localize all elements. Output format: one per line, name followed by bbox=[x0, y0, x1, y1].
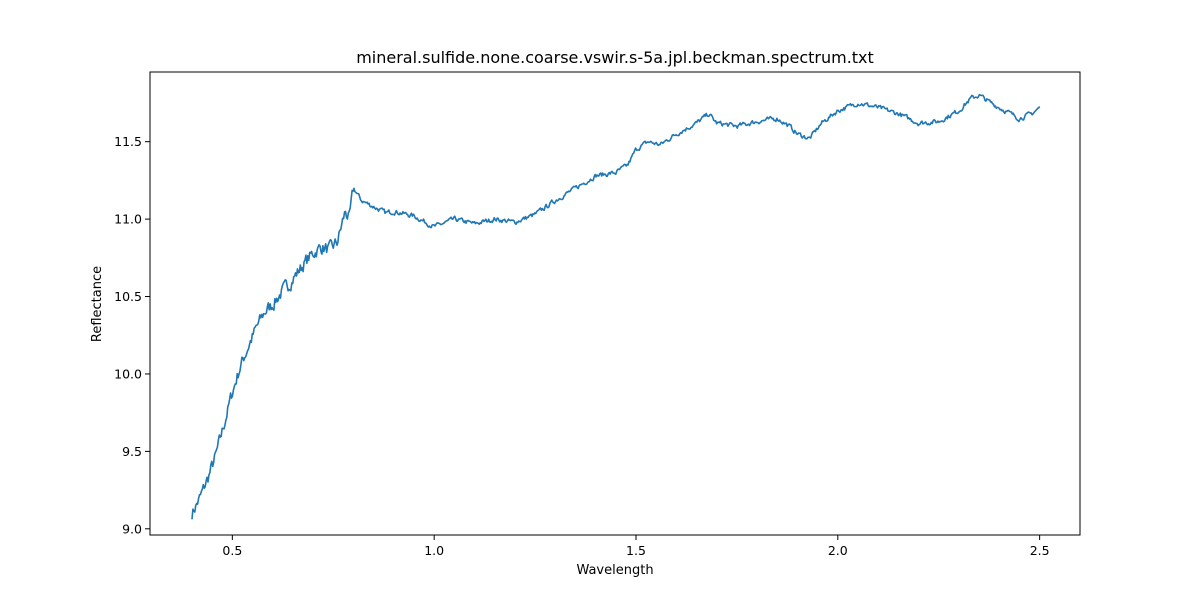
reflectance-series-line bbox=[191, 93, 1041, 520]
y-tick-label: 10.0 bbox=[114, 366, 142, 381]
chart-title: mineral.sulfide.none.coarse.vswir.s-5a.j… bbox=[356, 48, 874, 67]
x-tick-label: 0.5 bbox=[222, 543, 242, 558]
y-tick-label: 9.0 bbox=[122, 521, 142, 536]
x-axis-label: Wavelength bbox=[576, 563, 653, 578]
x-tick-label: 1.0 bbox=[424, 543, 444, 558]
y-axis: 9.0 9.5 10.0 10.5 11.0 11.5 bbox=[114, 134, 150, 536]
y-tick-label: 9.5 bbox=[122, 444, 142, 459]
y-axis-label: Reflectance bbox=[90, 266, 105, 342]
y-tick-label: 11.0 bbox=[114, 212, 142, 227]
x-tick-label: 2.0 bbox=[828, 543, 848, 558]
plot-area-frame bbox=[149, 71, 1081, 536]
x-tick-label: 2.5 bbox=[1030, 543, 1050, 558]
y-tick-label: 10.5 bbox=[114, 289, 142, 304]
x-tick-label: 1.5 bbox=[626, 543, 646, 558]
y-tick-label: 11.5 bbox=[114, 134, 142, 149]
x-axis: 0.5 1.0 1.5 2.0 2.5 bbox=[222, 535, 1050, 558]
